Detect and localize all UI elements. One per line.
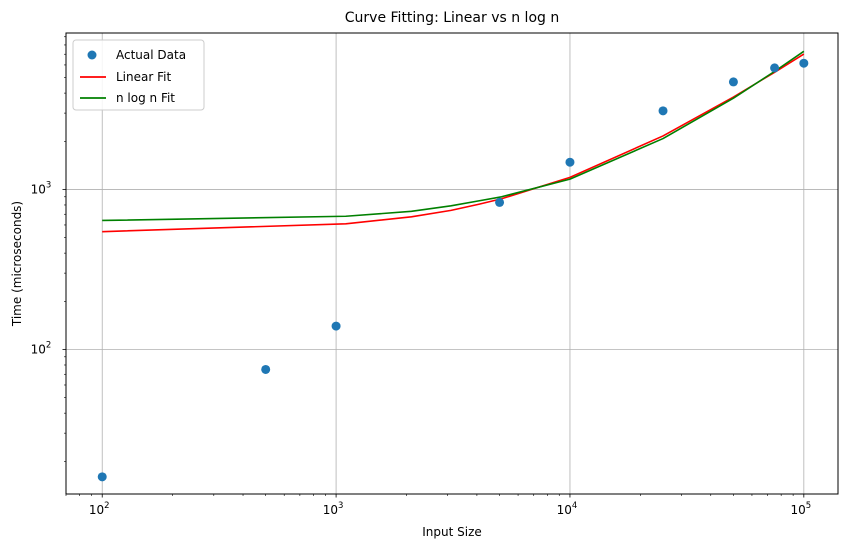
x-tick-base: 10 <box>790 503 805 517</box>
x-tick-exponent: 4 <box>572 501 577 511</box>
legend-label-linear-fit: Linear Fit <box>116 70 171 84</box>
x-axis-title: Input Size <box>422 525 482 539</box>
x-tick-label: 103 <box>323 501 344 517</box>
y-tick-base: 10 <box>31 182 46 196</box>
lines-layer <box>102 50 805 233</box>
legend-marker-actual-data <box>87 50 97 60</box>
plot-frame <box>65 32 839 495</box>
x-tick-base: 10 <box>89 503 104 517</box>
nlogn-fit-line <box>102 50 805 222</box>
x-tick-label: 104 <box>557 501 578 517</box>
data-point <box>728 77 738 87</box>
y-tick-label: 103 <box>31 180 52 196</box>
legend-box <box>72 39 205 111</box>
y-axis-title: Time (microseconds) <box>10 201 24 327</box>
x-tick-base: 10 <box>323 503 338 517</box>
y-tick-label: 102 <box>31 340 52 356</box>
data-point <box>261 364 271 374</box>
chart-title: Curve Fitting: Linear vs n log n <box>345 10 559 26</box>
data-point <box>97 472 107 482</box>
x-tick-exponent: 5 <box>806 501 811 511</box>
y-tick-exponent: 2 <box>46 340 51 350</box>
x-tick-exponent: 2 <box>104 501 109 511</box>
data-point <box>565 157 575 167</box>
x-tick-exponent: 3 <box>338 501 343 511</box>
legend-label-actual-data: Actual Data <box>116 48 186 62</box>
x-tick-base: 10 <box>557 503 572 517</box>
data-point <box>658 106 668 116</box>
legend: Actual Data Linear Fit n log n Fit <box>72 39 205 111</box>
legend-label-nlogn-fit: n log n Fit <box>116 91 175 105</box>
x-tick-label: 105 <box>790 501 811 517</box>
data-point <box>495 197 505 207</box>
y-tick-exponent: 3 <box>46 180 51 190</box>
grid-layer <box>66 33 838 494</box>
data-point <box>799 58 809 68</box>
data-point <box>770 63 780 73</box>
x-tick-label: 102 <box>89 501 110 517</box>
data-point <box>331 321 341 331</box>
points-layer <box>97 58 809 482</box>
y-tick-base: 10 <box>31 342 46 356</box>
